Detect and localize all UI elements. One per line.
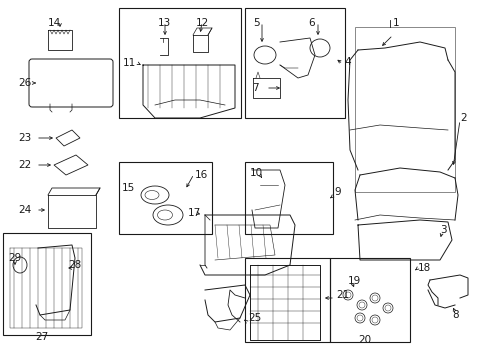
Text: 14: 14 (47, 18, 61, 28)
Bar (244, 8, 345, 118)
Text: 20: 20 (358, 335, 371, 345)
Text: 5: 5 (252, 18, 259, 28)
Text: 6: 6 (307, 18, 314, 28)
Text: 21: 21 (335, 290, 348, 300)
Bar (244, 258, 329, 342)
Text: 28: 28 (68, 260, 81, 270)
Text: 23: 23 (18, 133, 31, 143)
Text: 7: 7 (251, 83, 258, 93)
Text: 1: 1 (392, 18, 399, 28)
Text: 10: 10 (249, 168, 263, 178)
Text: 8: 8 (451, 310, 458, 320)
Text: 4: 4 (343, 57, 350, 67)
Text: 13: 13 (158, 18, 171, 28)
Bar (244, 162, 332, 234)
Text: 16: 16 (195, 170, 208, 180)
Text: 22: 22 (18, 160, 31, 170)
Text: 18: 18 (417, 263, 430, 273)
Text: 9: 9 (333, 187, 340, 197)
Bar (354, 27, 454, 192)
Text: 17: 17 (187, 208, 201, 218)
Text: 11: 11 (123, 58, 136, 68)
Text: 12: 12 (195, 18, 208, 28)
Bar (329, 258, 409, 342)
Text: 26: 26 (18, 78, 31, 88)
Text: 27: 27 (35, 332, 48, 342)
Text: 2: 2 (459, 113, 466, 123)
Bar (119, 162, 212, 234)
Text: 19: 19 (347, 276, 361, 286)
Text: 15: 15 (122, 183, 135, 193)
Text: 29: 29 (8, 253, 21, 263)
Bar (119, 8, 241, 118)
Bar (3, 233, 91, 335)
Text: 3: 3 (439, 225, 446, 235)
Text: 25: 25 (247, 313, 261, 323)
Text: 24: 24 (18, 205, 31, 215)
